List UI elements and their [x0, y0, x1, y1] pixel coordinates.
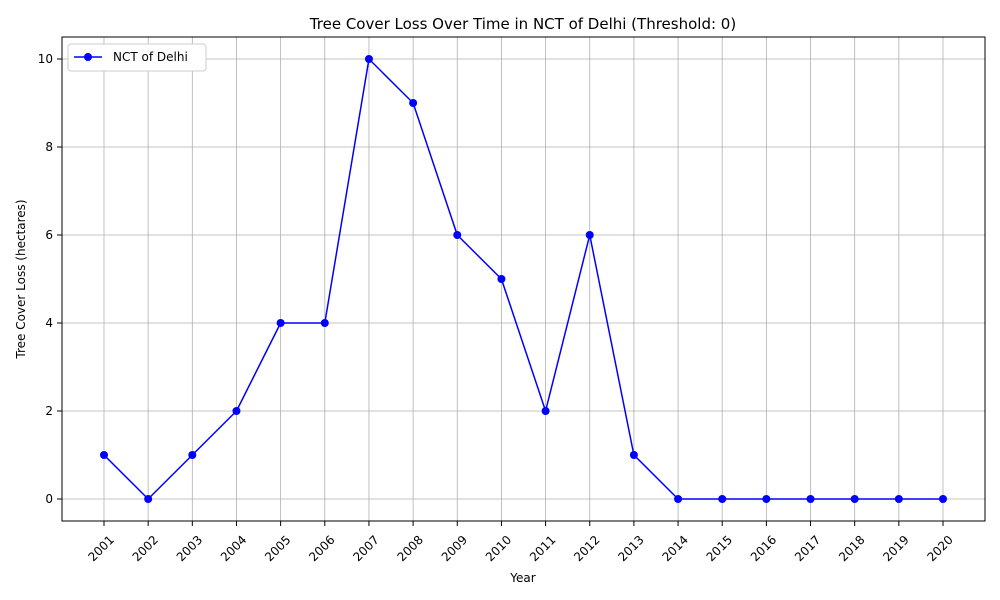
plot-frame — [61, 36, 986, 522]
data-point-2005 — [276, 319, 285, 327]
y-tick-label: 4 — [45, 316, 53, 330]
chart-title: Tree Cover Loss Over Time in NCT of Delh… — [309, 15, 736, 33]
y-axis-title: Tree Cover Loss (hectares) — [14, 199, 28, 359]
legend-marker — [84, 53, 92, 61]
data-point-2018 — [850, 495, 859, 503]
data-point-2017 — [806, 495, 815, 503]
data-point-2016 — [762, 495, 771, 503]
y-tick-label: 10 — [38, 52, 53, 66]
legend-box — [67, 43, 207, 72]
y-tick-label: 2 — [45, 404, 53, 418]
y-tick-label: 0 — [45, 492, 53, 506]
data-point-2001 — [100, 451, 108, 459]
data-point-2015 — [718, 495, 727, 503]
data-point-2011 — [541, 407, 550, 415]
y-axis-ticks: 0 2 4 6 8 10 — [38, 52, 62, 506]
data-point-2003 — [188, 451, 197, 459]
data-point-2012 — [585, 231, 594, 239]
legend-label: NCT of Delhi — [113, 50, 188, 64]
data-point-2013 — [629, 451, 638, 459]
data-point-2008 — [409, 99, 418, 107]
y-tick-label: 6 — [45, 228, 53, 242]
y-tick-label: 8 — [45, 140, 53, 154]
data-point-2006 — [320, 319, 329, 327]
data-point-2014 — [674, 495, 683, 503]
data-point-2002 — [144, 495, 153, 503]
series-line — [103, 58, 943, 500]
data-point-2004 — [232, 407, 241, 415]
x-axis-title: Year — [509, 571, 535, 585]
series-layer — [100, 55, 947, 503]
legend: NCT of Delhi — [67, 43, 207, 72]
data-point-2010 — [497, 275, 506, 283]
data-point-2019 — [894, 495, 903, 503]
data-point-2007 — [364, 55, 373, 63]
grid-lines — [62, 37, 985, 521]
data-point-2009 — [453, 231, 462, 239]
data-point-2020 — [939, 495, 947, 503]
